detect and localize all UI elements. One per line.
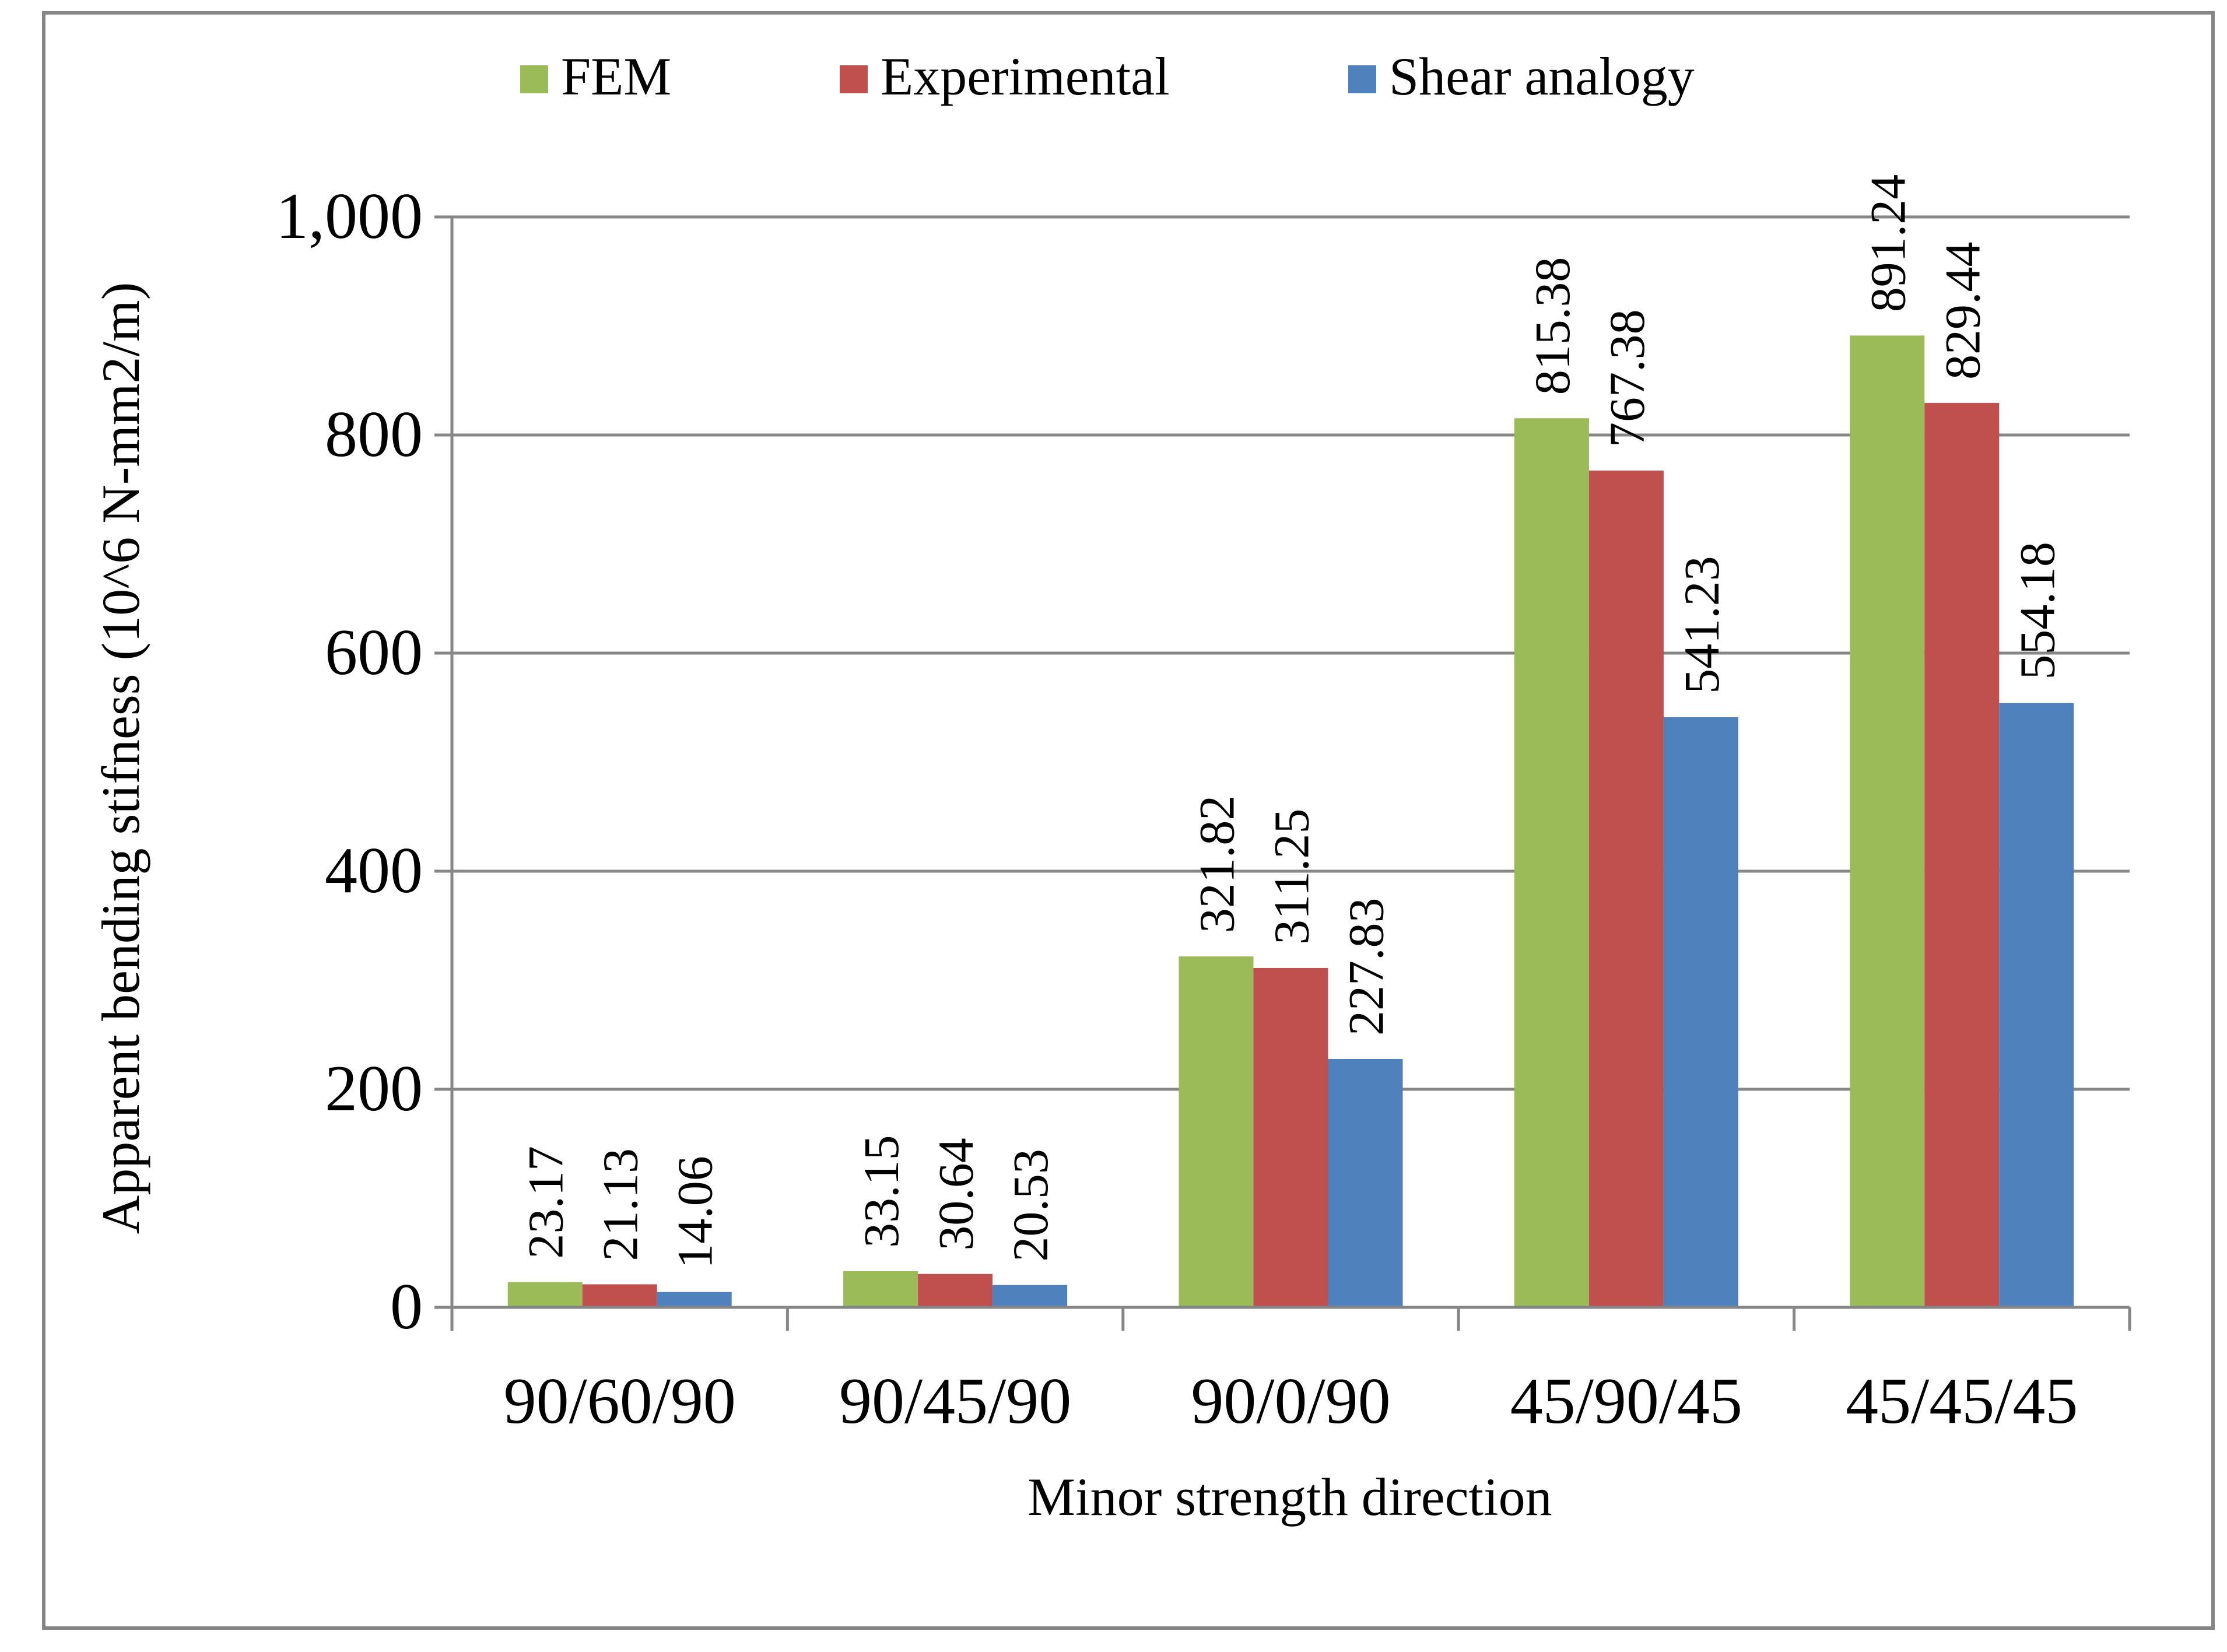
data-label: 20.53 bbox=[1002, 1149, 1058, 1262]
legend-swatch bbox=[840, 65, 868, 93]
data-label: 321.82 bbox=[1189, 795, 1245, 934]
bar-shear-analogy bbox=[1999, 703, 2074, 1307]
bar-fem bbox=[507, 1282, 583, 1307]
data-label: 30.64 bbox=[928, 1138, 984, 1251]
bar-shear-analogy bbox=[992, 1285, 1068, 1307]
bar-shear-analogy bbox=[657, 1292, 732, 1307]
bar-experimental bbox=[918, 1274, 993, 1307]
data-label: 33.15 bbox=[853, 1135, 909, 1248]
bar-experimental bbox=[1253, 967, 1328, 1307]
bar-experimental bbox=[1588, 470, 1664, 1307]
x-tick-label: 90/45/90 bbox=[839, 1365, 1071, 1437]
bar-fem bbox=[1179, 956, 1254, 1307]
data-label: 14.06 bbox=[667, 1156, 723, 1269]
data-label: 554.18 bbox=[2009, 542, 2065, 680]
bar-shear-analogy bbox=[1663, 717, 1738, 1307]
y-tick-label: 800 bbox=[325, 398, 423, 471]
data-label: 815.38 bbox=[1524, 257, 1580, 395]
legend-swatch bbox=[520, 65, 548, 93]
x-tick-label: 90/60/90 bbox=[504, 1365, 736, 1437]
legend-label: FEM bbox=[561, 47, 671, 106]
x-tick-label: 90/0/90 bbox=[1191, 1365, 1390, 1437]
y-tick-label: 200 bbox=[325, 1053, 423, 1125]
legend: FEM Experimental Shear analogy bbox=[520, 47, 1695, 106]
x-axis-title: Minor strength direction bbox=[1027, 1467, 1552, 1527]
y-tick-label: 400 bbox=[325, 834, 423, 907]
data-label: 227.83 bbox=[1338, 897, 1394, 1036]
data-label: 829.44 bbox=[1934, 241, 1990, 380]
bar-fem bbox=[1514, 418, 1589, 1307]
legend-swatch bbox=[1348, 65, 1376, 93]
legend-label: Experimental bbox=[881, 47, 1170, 106]
bar-shear-analogy bbox=[1328, 1058, 1403, 1307]
bar-experimental bbox=[582, 1284, 657, 1307]
data-label: 891.24 bbox=[1860, 174, 1916, 313]
x-tick-label: 45/90/45 bbox=[1510, 1365, 1742, 1437]
data-label: 23.17 bbox=[518, 1146, 574, 1259]
data-label: 541.23 bbox=[1674, 556, 1730, 694]
data-labels: 23.17 33.15 321.82 815.38 891.24 21.13 30.64 31… bbox=[518, 174, 2065, 1269]
y-tick-label: 0 bbox=[390, 1271, 423, 1343]
bar-experimental bbox=[1924, 402, 2000, 1307]
bar-fem bbox=[843, 1271, 918, 1307]
data-label: 21.13 bbox=[592, 1148, 648, 1261]
x-tick-label: 45/45/45 bbox=[1846, 1365, 2078, 1437]
y-tick-label: 600 bbox=[325, 616, 423, 689]
y-tick-label: 1,000 bbox=[276, 180, 423, 252]
data-label: 311.25 bbox=[1264, 809, 1320, 945]
y-axis-title: Apparent bending stifness (10^6 N-mm2/m) bbox=[91, 282, 150, 1234]
legend-label: Shear analogy bbox=[1389, 47, 1695, 106]
bars bbox=[507, 335, 2074, 1307]
x-axis-ticks: 90/60/90 90/45/90 90/0/90 45/90/45 45/45/45 bbox=[450, 1307, 2131, 1437]
bar-fem bbox=[1850, 335, 1925, 1307]
data-label: 767.38 bbox=[1599, 309, 1655, 447]
y-axis-ticks: 0 200 400 600 800 1,000 bbox=[276, 180, 452, 1343]
